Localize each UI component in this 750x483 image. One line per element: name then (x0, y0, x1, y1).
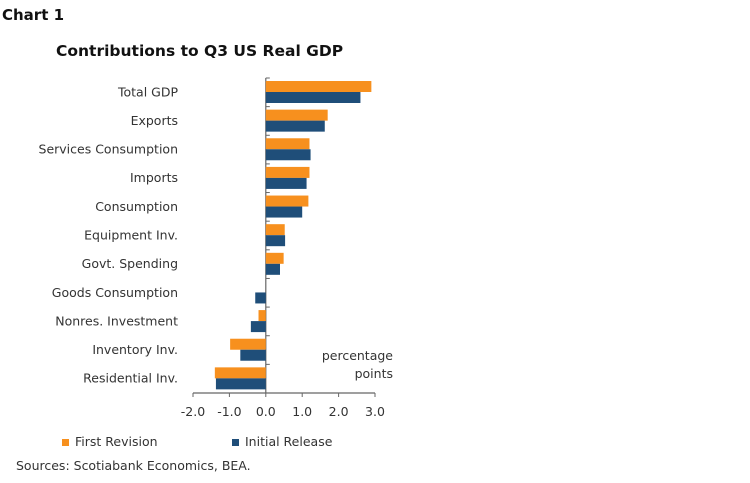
bar-first-revision (265, 81, 372, 92)
bar-initial-release (240, 349, 266, 361)
chart-label: Chart 1 (2, 6, 65, 24)
bar-initial-release (255, 292, 266, 304)
category-label: Consumption (95, 199, 178, 214)
bar-first-revision (265, 252, 284, 264)
bar-initial-release (265, 206, 303, 218)
category-label: Goods Consumption (52, 285, 178, 300)
x-tick-label: 2.0 (329, 404, 349, 419)
bar-initial-release (265, 120, 325, 132)
bar-initial-release (265, 235, 286, 247)
bar-first-revision (258, 310, 266, 322)
category-label: Total GDP (117, 84, 178, 99)
bar-first-revision (265, 109, 328, 121)
source-note: Sources: Scotiabank Economics, BEA. (16, 458, 251, 473)
legend-swatch (232, 439, 239, 446)
x-tick-label: -2.0 (181, 404, 205, 419)
chart-title: Contributions to Q3 US Real GDP (56, 42, 344, 60)
legend-item-first-revision: First Revision (62, 434, 158, 449)
bar-first-revision (265, 224, 285, 236)
category-label: Inventory Inv. (92, 342, 178, 357)
x-tick-label: 0.0 (256, 404, 276, 419)
legend-label: First Revision (75, 434, 158, 449)
axis-unit-annotation: points (355, 366, 393, 381)
bar-initial-release (215, 378, 266, 390)
category-label: Nonres. Investment (55, 313, 178, 328)
legend-label: Initial Release (245, 434, 333, 449)
axis-unit-annotation: percentage (322, 348, 393, 363)
x-tick-label: 1.0 (292, 404, 312, 419)
bar-initial-release (265, 149, 311, 161)
category-label: Services Consumption (39, 142, 178, 157)
x-tick-label: 3.0 (365, 404, 385, 419)
category-label: Imports (130, 170, 178, 185)
legend-swatch (62, 439, 69, 446)
bar-first-revision (265, 166, 310, 178)
x-tick-label: -1.0 (217, 404, 241, 419)
category-label: Govt. Spending (82, 256, 178, 271)
bar-first-revision (214, 367, 266, 379)
bar-initial-release (265, 92, 361, 103)
bar-initial-release (265, 177, 307, 189)
bar-initial-release (250, 321, 266, 333)
category-label: Equipment Inv. (84, 228, 178, 243)
category-label: Residential Inv. (83, 371, 178, 386)
bar-first-revision (230, 338, 266, 350)
legend-item-initial-release: Initial Release (232, 434, 332, 449)
bar-initial-release (265, 263, 280, 275)
bar-first-revision (265, 138, 310, 150)
category-label: Exports (131, 113, 178, 128)
bar-first-revision (265, 195, 309, 207)
